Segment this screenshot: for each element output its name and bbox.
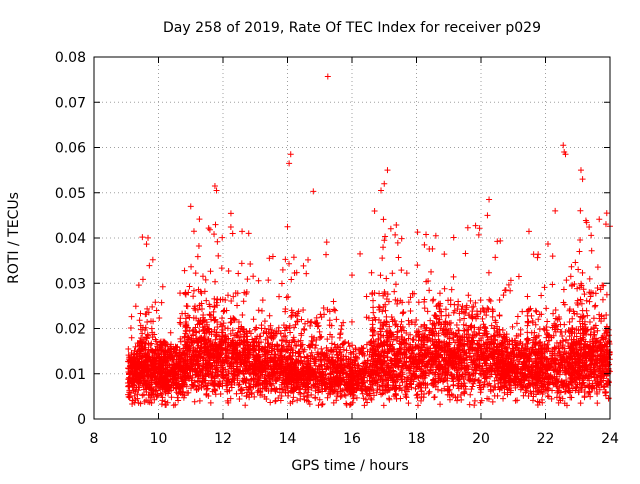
chart-background [0, 0, 640, 480]
